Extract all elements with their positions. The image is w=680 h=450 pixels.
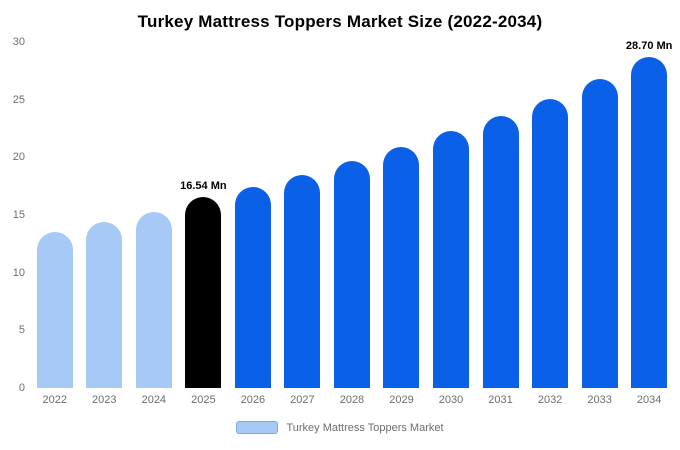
x-tick-label-2024: 2024 xyxy=(141,394,167,406)
data-label-2034: 28.70 Mn xyxy=(625,40,673,52)
y-tick-label-15: 15 xyxy=(12,209,25,221)
bars-row: 16.54 Mn 28.70 Mn xyxy=(30,40,674,388)
bar-slot-2022 xyxy=(30,42,80,388)
legend-label: Turkey Mattress Toppers Market xyxy=(286,421,444,434)
bar-2034 xyxy=(631,57,668,388)
x-tick-label-2032: 2032 xyxy=(537,394,563,406)
bar-2025 xyxy=(185,197,222,388)
bar-slot-2033 xyxy=(575,42,625,388)
x-tick-label-2023: 2023 xyxy=(92,394,117,406)
x-tick-label-2025: 2025 xyxy=(191,394,216,406)
chart-area: 0 5 10 15 20 25 30 16.54 Mn 28.70 Mn xyxy=(6,36,674,394)
x-tick-label-2030: 2030 xyxy=(438,394,464,406)
y-axis: 0 5 10 15 20 25 30 xyxy=(6,36,30,394)
bar-slot-2034: 28.70 Mn xyxy=(624,40,674,388)
bar-slot-2030 xyxy=(426,42,476,388)
bar-2033 xyxy=(581,78,618,388)
bar-slot-2028 xyxy=(327,42,377,388)
y-tick-label-10: 10 xyxy=(12,266,25,279)
data-label-2025: 16.54 Mn xyxy=(180,180,227,193)
bar-slot-2024 xyxy=(129,42,179,388)
bar-slot-2025: 16.54 Mn xyxy=(179,42,229,388)
bar-slot-2029 xyxy=(377,42,427,388)
bar-2027 xyxy=(284,174,321,388)
bar-2026 xyxy=(234,187,271,388)
bar-2029 xyxy=(383,146,420,388)
x-tick-label-2026: 2026 xyxy=(240,394,266,406)
y-tick-label-25: 25 xyxy=(12,93,25,106)
legend-swatch xyxy=(236,421,279,434)
x-tick-label-2027: 2027 xyxy=(290,394,315,406)
bar-slot-2023 xyxy=(80,42,130,388)
y-tick-label-30: 30 xyxy=(12,36,25,48)
bar-2024 xyxy=(135,211,172,388)
x-tick-label-2029: 2029 xyxy=(389,394,414,406)
bar-2030 xyxy=(433,130,470,388)
bar-slot-2026 xyxy=(228,42,278,388)
bar-2032 xyxy=(532,98,569,388)
x-tick-label-2034: 2034 xyxy=(636,394,662,406)
legend: Turkey Mattress Toppers Market xyxy=(0,421,680,434)
plot-area: 16.54 Mn 28.70 Mn xyxy=(30,40,674,388)
x-tick-label-2028: 2028 xyxy=(339,394,365,406)
bar-slot-2027 xyxy=(278,42,328,388)
bar-2023 xyxy=(86,221,123,388)
bar-2031 xyxy=(482,115,519,388)
y-tick-label-5: 5 xyxy=(18,324,25,337)
chart-title: Turkey Mattress Toppers Market Size (202… xyxy=(137,12,543,31)
y-tick-label-20: 20 xyxy=(12,151,25,164)
x-tick-label-2033: 2033 xyxy=(587,394,612,406)
y-tick-label-0: 0 xyxy=(18,382,25,394)
x-axis: 2022 2023 2024 2025 2026 2027 2028 2029 2030 2031… xyxy=(30,394,674,406)
bar-slot-2031 xyxy=(476,42,526,388)
bar-2028 xyxy=(333,160,370,388)
x-tick-label-2031: 2031 xyxy=(488,394,513,406)
bar-slot-2032 xyxy=(525,42,575,388)
bar-2022 xyxy=(36,232,73,388)
x-tick-label-2022: 2022 xyxy=(42,394,67,406)
